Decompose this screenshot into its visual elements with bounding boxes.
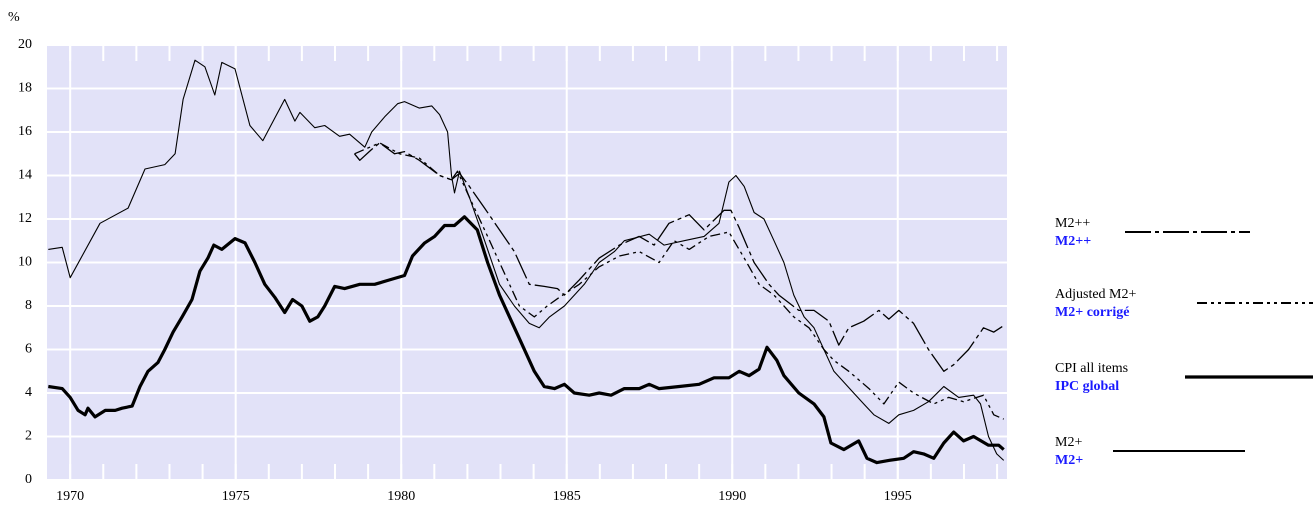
x-tick-label: 1975 bbox=[222, 489, 250, 504]
x-tick-label: 1995 bbox=[884, 489, 912, 504]
legend-label: Adjusted M2+ bbox=[1055, 287, 1137, 302]
y-tick-label: 10 bbox=[18, 255, 32, 270]
series-line bbox=[353, 142, 1005, 372]
series-line bbox=[48, 59, 1005, 461]
legend-label-fr: M2++ bbox=[1055, 234, 1091, 249]
y-tick-label: 8 bbox=[25, 298, 32, 313]
y-axis-label: % bbox=[8, 10, 20, 25]
legend-label: M2+ bbox=[1055, 435, 1082, 450]
y-tick-label: 6 bbox=[25, 342, 32, 357]
x-tick-label: 1990 bbox=[718, 489, 746, 504]
x-tick-label: 1985 bbox=[553, 489, 581, 504]
legend-label: M2++ bbox=[1055, 216, 1090, 231]
y-tick-label: 4 bbox=[25, 385, 32, 400]
y-tick-label: 12 bbox=[18, 211, 32, 226]
legend-label-fr: IPC global bbox=[1055, 379, 1119, 394]
x-tick-label: 1980 bbox=[387, 489, 415, 504]
y-tick-label: 0 bbox=[25, 472, 32, 487]
legend-label: CPI all items bbox=[1055, 361, 1128, 376]
series-line bbox=[48, 215, 1005, 465]
y-tick-label: 20 bbox=[18, 37, 32, 52]
y-tick-label: 16 bbox=[18, 124, 32, 139]
legend-label-fr: M2+ corrigé bbox=[1055, 305, 1129, 320]
y-tick-label: 18 bbox=[18, 81, 32, 96]
y-tick-label: 2 bbox=[25, 429, 32, 444]
legend-label-fr: M2+ bbox=[1055, 453, 1083, 468]
series-line bbox=[354, 142, 1004, 420]
x-tick-label: 1970 bbox=[56, 489, 84, 504]
y-tick-label: 14 bbox=[18, 168, 32, 183]
